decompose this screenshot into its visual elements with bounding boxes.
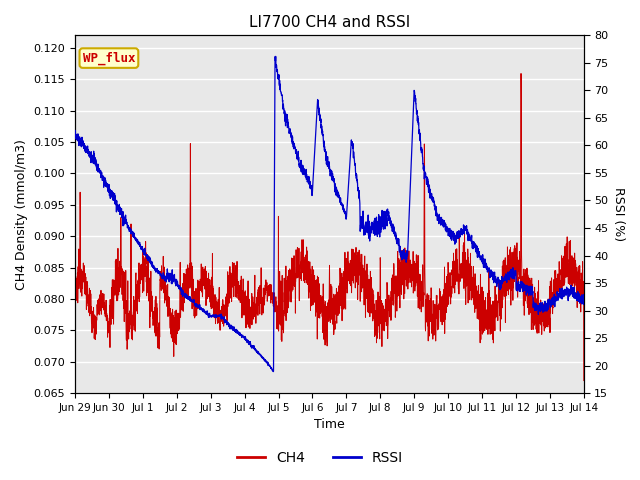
- Y-axis label: RSSI (%): RSSI (%): [612, 187, 625, 241]
- Y-axis label: CH4 Density (mmol/m3): CH4 Density (mmol/m3): [15, 139, 28, 289]
- X-axis label: Time: Time: [314, 419, 345, 432]
- Text: WP_flux: WP_flux: [83, 51, 135, 65]
- Legend: CH4, RSSI: CH4, RSSI: [232, 445, 408, 471]
- Title: LI7700 CH4 and RSSI: LI7700 CH4 and RSSI: [249, 15, 410, 30]
